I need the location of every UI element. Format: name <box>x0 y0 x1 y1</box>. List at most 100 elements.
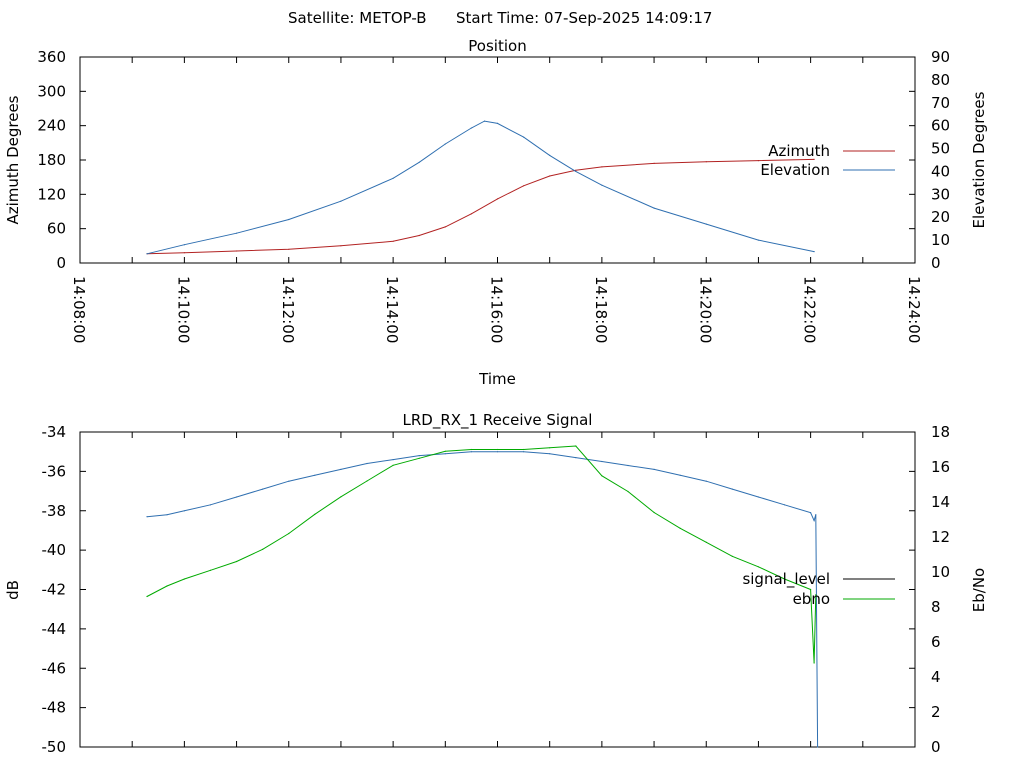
data-point <box>470 448 472 451</box>
data-point <box>705 223 707 225</box>
data-point <box>757 160 760 162</box>
series-line-elevation <box>146 120 815 255</box>
x-tick-label: 14:18:00 <box>592 276 610 343</box>
data-point <box>209 504 212 506</box>
data-point <box>262 488 264 490</box>
data-point <box>815 594 817 596</box>
series-line-ebno <box>146 445 817 664</box>
data-point <box>705 161 707 163</box>
data-point <box>288 532 290 535</box>
y-tick-label: 360 <box>37 48 66 66</box>
y-tick-label: 300 <box>37 82 66 100</box>
data-point <box>183 510 185 512</box>
x-tick-label: 14:16:00 <box>488 276 506 343</box>
data-point <box>314 513 316 515</box>
y2-tick-label: 2 <box>931 703 941 721</box>
data-point <box>444 143 446 145</box>
data-point <box>783 504 786 506</box>
data-point <box>262 548 264 550</box>
data-point <box>496 451 499 453</box>
x-tick-label: 14:24:00 <box>905 276 923 343</box>
data-point <box>813 520 815 522</box>
data-point <box>314 474 316 476</box>
data-point <box>549 453 551 455</box>
data-point <box>653 207 655 209</box>
data-point <box>392 459 394 461</box>
y-tick-label: 120 <box>37 185 66 203</box>
y2-tick-label: 0 <box>931 254 941 272</box>
data-point <box>731 488 733 490</box>
data-point <box>340 245 342 247</box>
x-tick-label: 14:08:00 <box>70 276 88 343</box>
y2-tick-label: 10 <box>931 231 950 249</box>
y2-tick-label: 0 <box>931 738 941 756</box>
data-point <box>810 512 812 514</box>
data-point <box>146 595 148 598</box>
data-point <box>653 162 655 164</box>
header-start-time: Start Time: 07-Sep-2025 14:09:17 <box>456 9 712 27</box>
y2-tick-label: 90 <box>931 48 950 66</box>
data-point <box>470 213 472 215</box>
data-point <box>288 218 290 221</box>
y2-tick-label: 60 <box>931 117 950 135</box>
data-point <box>392 177 394 179</box>
y-tick-label: -50 <box>42 738 67 756</box>
data-point <box>783 578 786 580</box>
x-tick-label: 14:14:00 <box>383 276 401 343</box>
receive-signal-chart: LRD_RX_1 Receive Signal -50 -48 -46 -44 -42 -4… <box>4 411 988 756</box>
data-point <box>653 511 655 514</box>
y2-tick-label: 30 <box>931 185 950 203</box>
legend-label: Elevation <box>760 161 830 179</box>
data-point <box>288 248 290 250</box>
data-point <box>523 136 525 138</box>
data-point <box>366 462 368 465</box>
data-point <box>470 451 472 453</box>
y2-tick-label: 12 <box>931 528 950 546</box>
y2-tick-label: 80 <box>931 71 950 89</box>
data-point <box>146 516 148 518</box>
data-point <box>523 451 525 453</box>
y-tick-label: -48 <box>42 699 67 717</box>
x-tick-label: 14:12:00 <box>279 276 297 343</box>
data-point <box>549 447 551 449</box>
data-point <box>183 578 185 580</box>
data-point <box>418 457 420 459</box>
data-point <box>496 448 499 451</box>
data-point <box>209 569 212 571</box>
data-point <box>757 566 760 568</box>
data-point <box>731 555 733 557</box>
data-point <box>813 662 815 664</box>
data-point <box>418 161 420 163</box>
y2-tick-label: 40 <box>931 162 950 180</box>
legend-label: ebno <box>793 590 830 608</box>
x-tick-label: 14:20:00 <box>696 276 714 343</box>
data-point <box>366 480 368 482</box>
data-point <box>470 127 472 129</box>
data-point <box>679 474 681 476</box>
data-point <box>817 746 819 748</box>
data-point <box>340 468 342 470</box>
y2-tick-label: 6 <box>931 633 941 651</box>
y2-tick-label: 50 <box>931 140 950 158</box>
data-point <box>601 166 603 168</box>
legend-label: Azimuth <box>768 142 830 160</box>
data-point <box>810 588 812 591</box>
header-satellite: Satellite: METOP-B <box>288 9 427 27</box>
data-point <box>679 527 681 529</box>
data-point <box>575 445 577 447</box>
data-point <box>236 560 238 563</box>
data-point <box>601 460 603 463</box>
y2-tick-label: 14 <box>931 493 950 511</box>
data-point <box>575 170 577 172</box>
data-point <box>236 250 238 252</box>
data-point <box>444 453 446 455</box>
data-point <box>523 185 525 187</box>
y-tick-label: 180 <box>37 151 66 169</box>
y-tick-label: -34 <box>42 423 67 441</box>
x-axis-label: Time <box>478 370 516 388</box>
position-chart: Position 0 60 120 180 240 300 360 0 10 20 30 40 50 60 7… <box>4 37 988 388</box>
y2-tick-label: 10 <box>931 563 950 581</box>
y2-tick-label: 20 <box>931 208 950 226</box>
data-point <box>340 200 342 202</box>
data-point <box>627 490 629 493</box>
